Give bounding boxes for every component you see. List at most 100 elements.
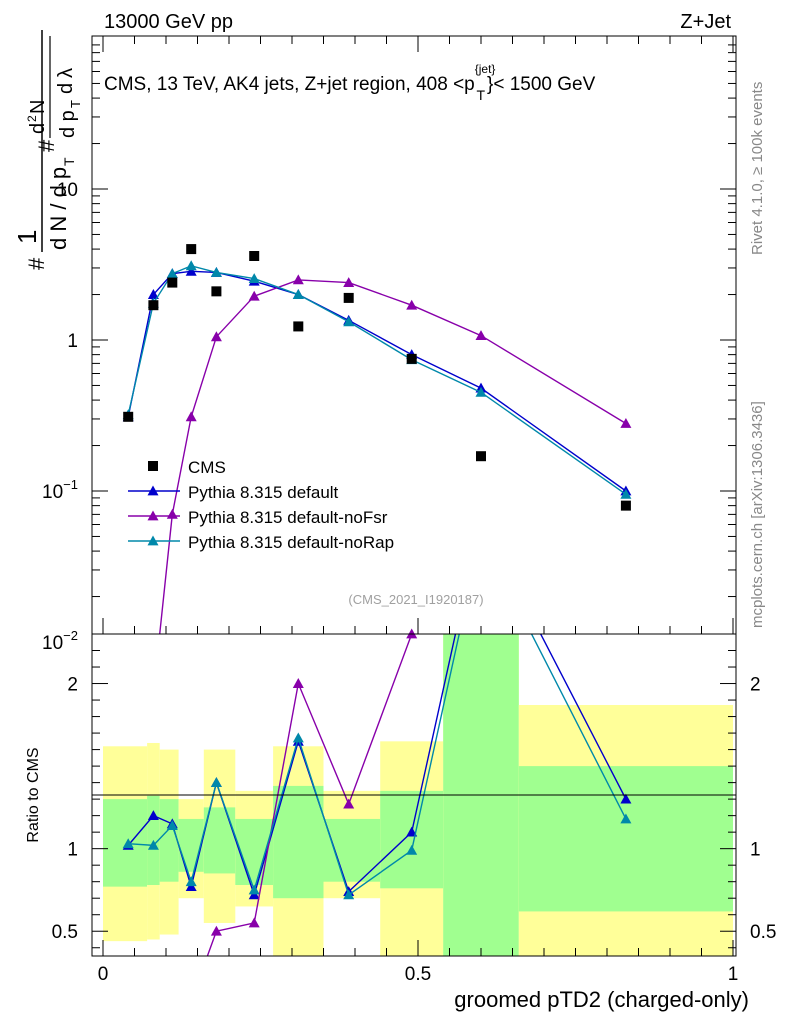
y-tick-label: 10 xyxy=(57,180,78,201)
main-series-layer xyxy=(122,260,632,634)
ratio-point xyxy=(292,732,304,743)
series-point xyxy=(343,316,355,327)
svg-text:#: # xyxy=(24,257,49,270)
cms-point xyxy=(211,286,222,297)
ratio-series-layer xyxy=(122,628,632,956)
band-inner xyxy=(103,799,148,887)
legend-marker-cms xyxy=(148,461,158,471)
ratio-point xyxy=(210,777,222,788)
x-tick-label: 1 xyxy=(728,964,739,985)
svg-text:N: N xyxy=(27,100,49,114)
ratio-point xyxy=(406,826,418,837)
series-point xyxy=(343,277,355,287)
ratio-point xyxy=(248,917,260,928)
band-inner xyxy=(159,799,179,882)
series-point xyxy=(292,274,304,285)
legend: CMS Pythia 8.315 default Pythia 8.315 defa… xyxy=(128,458,394,552)
process-label: Z+Jet xyxy=(680,11,731,33)
y-tick-label: 1 xyxy=(67,331,78,352)
x-tick-label: 0.5 xyxy=(405,964,431,985)
band-inner xyxy=(203,807,236,874)
series-point xyxy=(185,260,197,271)
legend-marker xyxy=(147,485,159,496)
band-inner xyxy=(178,818,204,872)
ratio-point xyxy=(166,820,178,830)
series-point xyxy=(406,299,418,310)
rivet-version-label: Rivet 4.1.0, ≥ 100k events xyxy=(749,82,766,255)
ratio-point xyxy=(122,838,134,849)
ratio-axis-ticks: 0.5 0.5 1 1 2 2 0 0.5 1 xyxy=(52,650,776,985)
ratio-point xyxy=(248,884,260,895)
ratio-y-tick-label-left: 2 xyxy=(67,675,78,696)
svg-text:2: 2 xyxy=(25,115,39,122)
cms-point xyxy=(620,500,631,511)
ratio-y-tick-label-right: 0.5 xyxy=(750,922,776,943)
svg-text:d N / d p: d N / d p xyxy=(46,167,71,250)
svg-text:T: T xyxy=(68,100,83,108)
series-point xyxy=(185,411,197,422)
svg-text:T: T xyxy=(61,157,77,166)
y-axis-label-main-art: # 1 d N / d p T # d 2 N d p T d λ xyxy=(12,30,83,270)
analysis-id: (CMS_2021_I1920187) xyxy=(348,592,483,607)
ratio-point xyxy=(185,876,197,887)
series-point xyxy=(210,331,222,342)
series-point xyxy=(620,488,632,499)
band-inner xyxy=(518,766,733,912)
ratio-y-tick-label-left: 0.5 xyxy=(52,922,78,943)
svg-text:d p: d p xyxy=(57,110,79,138)
plot-title: CMS, 13 TeV, AK4 jets, Z+jet region, 408… xyxy=(104,62,596,103)
cms-point xyxy=(186,244,197,255)
svg-text:d: d xyxy=(27,123,49,134)
svg-text:1: 1 xyxy=(12,230,42,244)
series-point xyxy=(248,290,260,301)
series-point xyxy=(248,273,260,284)
band-inner xyxy=(323,818,381,882)
svg-text:λ: λ xyxy=(55,68,77,78)
series-point xyxy=(475,386,487,397)
x-tick-label: 0 xyxy=(98,964,109,985)
cms-point xyxy=(476,451,486,462)
cms-data-layer xyxy=(123,244,631,511)
mcplots-label: mcplots.cern.ch [arXiv:1306.3436] xyxy=(749,401,766,628)
ratio-point xyxy=(406,844,418,855)
x-axis-label: groomed pTD2 (charged-only) xyxy=(454,987,749,1012)
ratio-point xyxy=(248,889,260,900)
legend-marker xyxy=(147,510,159,521)
y-tick-label: 10−2 xyxy=(42,628,78,654)
beam-label: 13000 GeV pp xyxy=(104,11,233,33)
series-point xyxy=(147,289,159,299)
legend-label-cms: CMS xyxy=(188,458,226,477)
ratio-point xyxy=(343,889,355,900)
ratio-point xyxy=(210,925,222,936)
cms-point xyxy=(167,277,178,288)
cms-point xyxy=(293,321,304,332)
cms-point xyxy=(123,411,134,422)
ratio-point xyxy=(620,813,632,824)
cms-point xyxy=(406,353,417,364)
ratio-point xyxy=(620,793,632,804)
band-inner xyxy=(380,790,444,889)
ratio-point xyxy=(185,881,197,892)
svg-text:d: d xyxy=(55,83,77,94)
ratio-y-tick-label-left: 1 xyxy=(67,840,78,861)
legend-label: Pythia 8.315 default-noFsr xyxy=(188,508,388,527)
series-point xyxy=(620,417,632,428)
series-point xyxy=(185,265,197,276)
series-point xyxy=(166,268,178,279)
svg-text:#: # xyxy=(34,139,59,152)
legend-label: Pythia 8.315 default xyxy=(188,483,339,502)
series-point xyxy=(166,508,178,519)
main-axis-ticks: 10−2 10−1 1 10 xyxy=(42,36,736,654)
ratio-point xyxy=(343,798,355,809)
cms-point xyxy=(249,250,260,261)
ratio-point xyxy=(406,628,418,639)
cms-point xyxy=(343,292,354,303)
ratio-y-tick-label-right: 1 xyxy=(750,840,761,861)
y-axis-label-ratio: Ratio to CMS xyxy=(25,747,42,842)
legend-label: Pythia 8.315 default-noRap xyxy=(188,533,394,552)
y-tick-label: 10−1 xyxy=(42,477,78,503)
series-point xyxy=(292,289,304,299)
series-point xyxy=(210,266,222,277)
series-point xyxy=(475,330,487,340)
